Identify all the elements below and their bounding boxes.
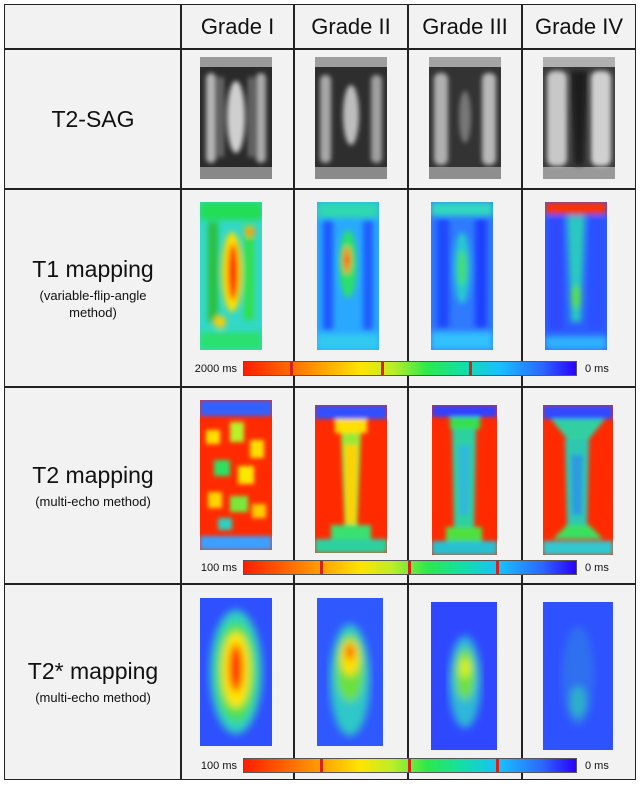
row-label-t2-mapping: T2 mapping (multi-echo method) <box>5 388 181 583</box>
scale-tick <box>496 759 499 772</box>
row-label-t2star-mapping: T2* mapping (multi-echo method) <box>5 585 181 779</box>
scale-tick <box>496 561 499 574</box>
t2-sag-image-grade-1 <box>200 57 272 179</box>
row-title: T2* mapping <box>27 658 159 684</box>
row-title: T2-SAG <box>51 105 135 132</box>
column-header-grade-1: Grade I <box>200 13 275 39</box>
t2-map-grade-1 <box>200 400 272 550</box>
t2-colorbar <box>243 560 577 575</box>
column-divider <box>521 5 523 779</box>
scale-min-label: 0 ms <box>585 561 609 574</box>
column-header-grade-2: Grade II <box>311 13 391 39</box>
row-label-t1-mapping: T1 mapping (variable-flip-angle method) <box>5 190 181 386</box>
row-subtitle: (multi-echo method) <box>35 493 151 509</box>
t2star-map-grade-1 <box>200 598 272 746</box>
row-title: T2 mapping <box>32 461 154 488</box>
row-subtitle: (multi-echo method) <box>35 690 151 705</box>
t2-map-grade-3 <box>432 405 497 555</box>
t2star-colorbar <box>243 758 577 773</box>
t1-map-grade-4 <box>545 202 607 350</box>
t1-color-scale: 2000 ms 0 ms <box>185 361 609 376</box>
column-divider <box>407 5 409 779</box>
row-subtitle: (variable-flip-angle method) <box>39 287 147 320</box>
scale-tick <box>320 561 323 574</box>
scale-tick <box>290 362 293 375</box>
t2-map-grade-4 <box>543 405 613 555</box>
scale-tick <box>381 362 384 375</box>
scale-max-label: 100 ms <box>200 561 237 574</box>
column-divider <box>180 5 182 779</box>
row-divider <box>5 188 635 190</box>
scale-tick <box>408 561 411 574</box>
scale-max-label: 100 ms <box>200 759 237 772</box>
t2star-color-scale: 100 ms 0 ms <box>185 758 609 773</box>
scale-max-label: 2000 ms <box>194 362 237 375</box>
row-divider <box>5 48 635 50</box>
row-divider <box>5 386 635 388</box>
scale-min-label: 0 ms <box>585 362 609 375</box>
t1-map-grade-2 <box>317 202 379 350</box>
t2-sag-image-grade-4 <box>543 57 615 179</box>
t2-sag-image-grade-2 <box>315 57 387 179</box>
column-header-grade-3: Grade III <box>422 13 508 39</box>
comparison-table: Grade I Grade II Grade III Grade IV T2-S… <box>4 4 636 780</box>
t1-colorbar <box>243 361 577 376</box>
t2star-map-grade-3 <box>431 602 497 750</box>
scale-tick <box>408 759 411 772</box>
t2star-map-grade-2 <box>317 598 383 746</box>
t2-map-grade-2 <box>315 405 387 553</box>
column-divider <box>293 5 295 779</box>
t1-map-grade-3 <box>431 202 493 350</box>
t2-color-scale: 100 ms 0 ms <box>185 560 609 575</box>
t2star-map-grade-4 <box>543 602 613 750</box>
t1-map-grade-1 <box>200 202 262 350</box>
row-label-t2-sag: T2-SAG <box>5 50 181 188</box>
row-title: T1 mapping <box>32 255 154 282</box>
row-divider <box>5 583 635 585</box>
column-header-grade-4: Grade IV <box>534 13 624 39</box>
scale-tick <box>469 362 472 375</box>
scale-tick <box>320 759 323 772</box>
t2-sag-image-grade-3 <box>429 57 501 179</box>
scale-min-label: 0 ms <box>585 759 609 772</box>
